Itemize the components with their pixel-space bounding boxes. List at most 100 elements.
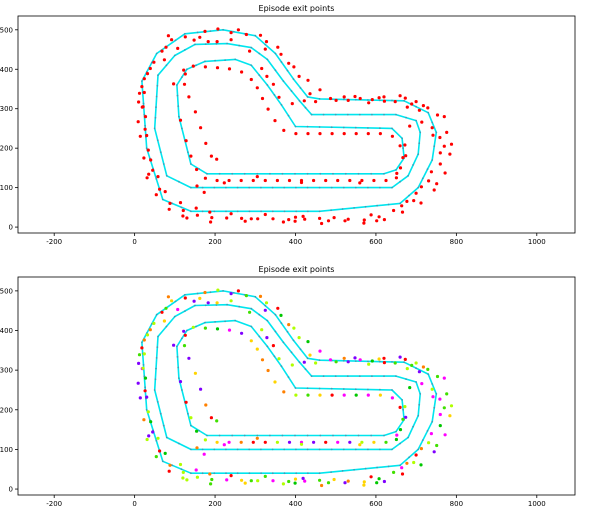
exit-point [215, 301, 219, 305]
exit-point [227, 67, 232, 71]
track-waypoint [153, 389, 156, 391]
exit-point [426, 106, 430, 110]
exit-point [395, 433, 399, 437]
track-waypoint [399, 464, 401, 467]
exit-point [403, 357, 407, 361]
track-waypoint [194, 304, 196, 307]
track-waypoint [141, 80, 143, 82]
exit-point [306, 393, 310, 397]
track-waypoint [154, 116, 157, 119]
track-waypoint [258, 335, 261, 338]
exit-point [378, 132, 382, 136]
exit-point [198, 35, 202, 39]
track-waypoint [184, 49, 186, 51]
exit-point [216, 288, 220, 292]
track-waypoint [353, 468, 355, 471]
track-waypoint [266, 345, 269, 348]
exit-point [348, 440, 352, 444]
track-waypoint [402, 147, 404, 150]
track-waypoint [379, 448, 381, 451]
exit-point [143, 127, 147, 131]
exit-point [414, 361, 418, 365]
track-waypoint [299, 348, 302, 351]
exit-point [263, 308, 267, 312]
track-waypoint [318, 448, 321, 451]
exit-point [204, 141, 208, 145]
exit-point [342, 393, 346, 397]
exit-point [209, 416, 213, 420]
track-waypoint [287, 376, 290, 378]
exit-point [178, 118, 183, 122]
track-waypoint [231, 434, 234, 437]
exit-point [336, 178, 340, 183]
track-waypoint [187, 151, 189, 154]
exit-point [408, 124, 412, 128]
exit-point [412, 460, 416, 465]
exit-point [182, 68, 186, 72]
exit-point [419, 447, 423, 451]
track-waypoint [150, 323, 153, 325]
track-waypoint [391, 448, 393, 451]
exit-point [271, 344, 275, 348]
track-waypoint [204, 321, 206, 324]
exit-point [260, 96, 265, 101]
exit-point [308, 353, 312, 357]
track-waypoint [271, 472, 274, 475]
track-waypoint [367, 186, 369, 189]
exit-point [236, 289, 240, 293]
plot-frame [17, 15, 576, 234]
exit-point [366, 132, 370, 136]
exit-point [354, 132, 358, 136]
track-waypoint [395, 169, 397, 171]
track-waypoint [190, 210, 192, 213]
exit-point [248, 49, 252, 53]
track-waypoint [405, 378, 407, 380]
track-waypoint [294, 125, 297, 128]
exit-point [137, 100, 141, 104]
exit-point [306, 132, 310, 136]
exit-point [362, 218, 366, 222]
track-waypoint [264, 304, 267, 307]
track-waypoint [310, 113, 313, 116]
exit-point [271, 82, 275, 86]
exit-point [318, 88, 322, 92]
exit-point [264, 301, 269, 305]
x-tick-label: -200 [46, 500, 62, 508]
track-waypoint [254, 34, 257, 37]
exit-point [229, 474, 233, 478]
exit-point [273, 380, 277, 384]
exit-point [160, 49, 164, 53]
track-waypoint [225, 186, 227, 189]
track-waypoint [254, 295, 257, 298]
exit-point [166, 34, 170, 38]
x-tick-label: 600 [369, 500, 382, 508]
y-tick-label: 400 [0, 327, 13, 335]
track-waypoint [178, 377, 180, 379]
exit-point [160, 310, 164, 314]
exit-point [370, 359, 374, 363]
exit-point [215, 440, 219, 444]
exit-point [256, 217, 260, 221]
exit-point [158, 187, 162, 191]
exit-point [346, 217, 350, 221]
exit-point [145, 133, 149, 138]
track-waypoint [419, 131, 422, 134]
exit-point [290, 102, 294, 106]
exit-point [318, 478, 322, 482]
exit-point [182, 344, 187, 348]
exit-point [203, 176, 207, 180]
track-waypoint [417, 414, 420, 417]
exit-point [140, 85, 144, 89]
exit-point [421, 365, 425, 369]
exit-point [239, 178, 243, 183]
track-waypoint [181, 337, 183, 340]
track-waypoint [415, 367, 417, 370]
exit-point [449, 404, 454, 408]
track-waypoint [282, 80, 285, 82]
exit-point [427, 441, 431, 445]
exit-point [258, 33, 263, 37]
exit-point [294, 132, 298, 136]
track-waypoint [232, 292, 235, 294]
track-waypoint [412, 425, 414, 428]
exit-point [194, 206, 198, 210]
